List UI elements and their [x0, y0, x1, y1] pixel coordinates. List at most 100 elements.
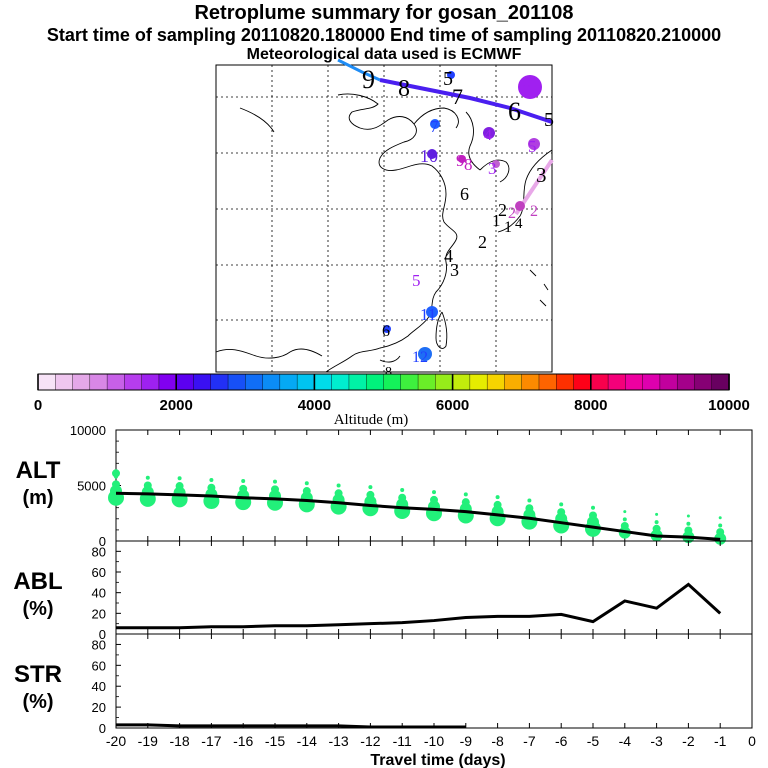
- plume-day-label: 12: [412, 349, 428, 366]
- colorbar-cell: [659, 373, 678, 391]
- plume-day-label: 3: [450, 260, 459, 280]
- x-tick-label: -13: [328, 733, 348, 749]
- plume-day-label: 8: [385, 365, 392, 380]
- plume-day-label: 11: [420, 305, 436, 324]
- plume-day-label: 6: [460, 184, 469, 204]
- y-tick-label: 40: [92, 679, 106, 694]
- colorbar-cells: [37, 373, 730, 391]
- coastlines: [215, 93, 553, 373]
- plume-day-label: 2: [530, 203, 538, 220]
- colorbar-cell: [504, 373, 523, 391]
- plume-day-label: 7: [430, 117, 439, 136]
- colorbar-cell: [296, 373, 316, 391]
- plume-day-label: 1: [504, 219, 512, 236]
- alt-point: [273, 479, 277, 484]
- x-tick-label: -3: [650, 733, 663, 749]
- colorbar-cell: [556, 373, 575, 391]
- alt-point: [587, 516, 599, 529]
- colorbar-cell: [348, 373, 367, 391]
- china-coastline: [325, 93, 458, 373]
- alt-point: [591, 505, 595, 510]
- panel-label: STR: [14, 661, 62, 688]
- colorbar-cell: [521, 373, 540, 391]
- plume-dot: [430, 119, 440, 129]
- colorbar-cell: [435, 373, 454, 391]
- colorbar-cell: [210, 373, 229, 391]
- y-tick-label: 20: [92, 606, 106, 621]
- plume-dot: [418, 347, 432, 361]
- alt-point: [525, 504, 534, 513]
- sampling-times: Start time of sampling 20110820.180000 E…: [46, 25, 722, 45]
- colorbar-cell: [37, 373, 56, 391]
- alt-point: [463, 492, 468, 497]
- alt-point: [430, 495, 438, 504]
- x-tick-label: -6: [555, 733, 568, 749]
- x-tick-label: -14: [297, 733, 317, 749]
- colorbar-cell: [245, 373, 264, 391]
- plume-day-label: 9: [456, 151, 465, 170]
- colorbar-cell: [331, 373, 350, 391]
- alt-point: [686, 521, 691, 526]
- colorbar-cell: [227, 373, 246, 391]
- plume-day-label: 3: [536, 163, 547, 187]
- alt-point: [623, 510, 627, 514]
- colorbar-cell: [89, 373, 108, 391]
- alt-point: [112, 480, 120, 489]
- colorbar-tick-label: 0: [34, 397, 42, 414]
- x-tick-label: -11: [393, 733, 412, 749]
- bohai-coast: [413, 107, 459, 129]
- colorbar-cell: [72, 373, 91, 391]
- colorbar-cell: [486, 373, 506, 391]
- plume-dot: [426, 306, 438, 318]
- y-tick-label: 60: [92, 565, 106, 580]
- colorbar-tick-label: 4000: [298, 397, 331, 414]
- plume-day-label: 8: [464, 155, 473, 174]
- y-tick-label: 0: [99, 721, 106, 736]
- alt-point: [398, 493, 407, 502]
- alt-point: [527, 498, 532, 503]
- colorbar-cell: [279, 373, 298, 391]
- colorbar-cell: [314, 373, 333, 391]
- plume-day-label: 3: [488, 159, 497, 178]
- plume-dot: [483, 127, 495, 139]
- plume-day-label: 2: [508, 205, 516, 222]
- colorbar-tick-label: 6000: [436, 397, 469, 414]
- alt-point: [271, 485, 279, 494]
- y-tick-label: 80: [92, 637, 106, 652]
- alt-point: [716, 528, 725, 537]
- panel-unit: (%): [22, 691, 53, 713]
- x-tick-label: -19: [138, 733, 158, 749]
- altitude-colorbar: 0 2000 4000 6000 8000 10000 Altitude (m): [34, 373, 750, 428]
- alt-point: [175, 482, 184, 491]
- time-series-panels: 0 5000 10000 ALT (m) 0 20 40 60 80 ABL (%) 0 20 40 60 80…: [13, 423, 756, 768]
- alt-point: [177, 476, 182, 481]
- alt-point: [143, 481, 152, 490]
- meteorological-source: Meteorological data used is ECMWF: [246, 46, 522, 63]
- colorbar-cell: [676, 373, 696, 391]
- plume-day-label: 6: [382, 323, 390, 340]
- x-tick-label: -12: [360, 733, 380, 749]
- alt-point: [209, 477, 214, 482]
- colorbar-cell: [55, 373, 74, 391]
- plume-dot: [492, 160, 500, 168]
- alt-point: [432, 490, 436, 495]
- panel-unit: (%): [22, 598, 53, 620]
- x-tick-label: -15: [265, 733, 285, 749]
- alt-panel: 0 5000 10000 ALT (m): [16, 423, 753, 549]
- colorbar-cell: [193, 373, 212, 391]
- y-tick-label: 0: [99, 534, 106, 549]
- plume-day-label: 7: [522, 80, 531, 100]
- x-tick-label: -10: [424, 733, 444, 749]
- plume-dot: [447, 71, 455, 79]
- alt-point: [559, 502, 564, 507]
- alt-point: [718, 523, 723, 528]
- x-tick-label: -16: [233, 733, 253, 749]
- alt-point: [557, 508, 566, 517]
- plume-day-label: 8: [398, 76, 410, 102]
- taiwan-coast: [435, 311, 448, 349]
- alt-point: [652, 524, 661, 533]
- y-tick-label: 0: [99, 627, 106, 642]
- hainan-coast: [379, 355, 401, 363]
- colorbar-label: Altitude (m): [334, 412, 409, 428]
